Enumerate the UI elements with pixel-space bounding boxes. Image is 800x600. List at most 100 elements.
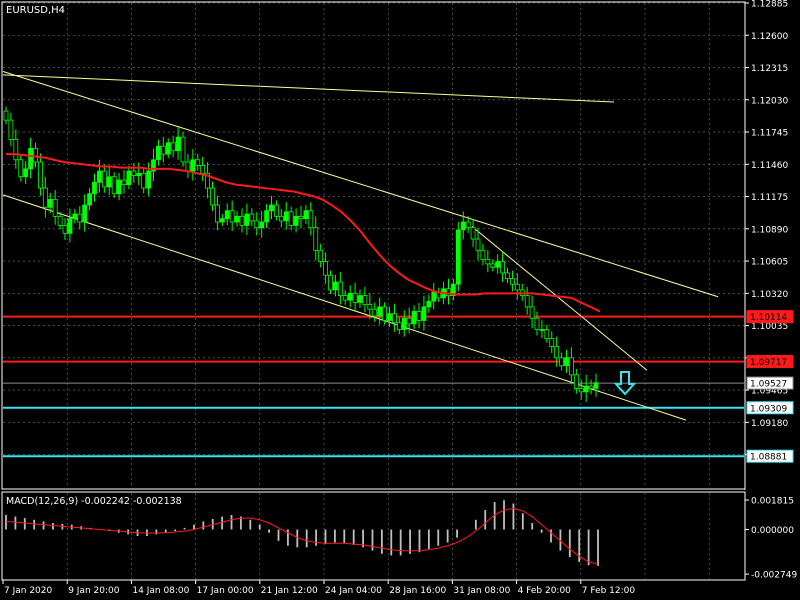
moving-average-line [6,153,601,313]
candle-body [578,387,584,393]
level-4-tag-label: 1.08881 [750,453,787,463]
candle-body [18,159,24,178]
candle-body [67,218,73,234]
candle-body [303,210,309,220]
candle-body [583,385,589,393]
bid-tag-label: 1.09527 [750,380,787,390]
candle-body [475,238,481,251]
candle-body [82,204,88,223]
candle-body [529,306,535,319]
price-tick-label: 1.11175 [751,193,788,203]
candle-body [283,211,289,222]
candle-body [569,357,574,376]
macd-tick-label: -0.002749 [751,571,797,581]
candle-body [431,291,437,302]
candle-body [165,142,171,155]
main-chart-area[interactable]: EURUSD,H4 [1,1,746,490]
trendline-short-term [471,226,648,371]
macd-panel[interactable]: MACD(12,26,9) -0.002242 -0.002138 0.0018… [1,491,797,581]
candle-body [146,170,151,189]
candle-body [215,204,220,223]
candle-body [274,204,279,217]
symbol-label: EURUSD,H4 [6,5,65,16]
candle-body [239,215,245,226]
price-tick-label: 1.12030 [751,96,788,106]
candle-body [480,249,486,260]
level-2-tag-label: 1.09717 [750,358,787,368]
price-tick-label: 1.11460 [751,161,788,171]
candle-body [392,313,397,324]
candle-body [318,249,324,263]
candle-body [52,198,58,217]
sell-arrow-icon[interactable] [613,371,637,396]
candle-body [451,283,456,296]
candle-body [505,272,510,280]
candle-body [293,215,299,226]
price-tick-label: 1.09465 [751,387,788,397]
candle-body [352,292,358,303]
time-tick-label: 4 Feb 20:00 [518,586,572,596]
candle-body [421,306,427,321]
candle-body [495,261,501,268]
horizontal-levels[interactable] [3,315,744,458]
candle-body [377,306,383,317]
time-tick-label: 7 Feb 12:00 [582,586,636,596]
price-tick-label: 1.10320 [751,290,788,300]
level-2-tag [746,355,794,369]
candle-body [367,304,373,310]
candle-body [333,281,338,291]
candle-body [416,311,422,321]
candle-body [111,176,117,195]
time-axis[interactable]: 7 Jan 2020 9 Jan 20:00 14 Jan 08:00 17 Jan … [2,580,636,596]
time-tick-label: 24 Jan 04:00 [325,586,382,596]
candle-body [372,308,378,317]
candle-body [549,338,555,347]
candle-body [97,170,102,183]
price-tick-label: 1.12315 [751,64,788,74]
level-1-tag-label: 1.10114 [750,313,787,323]
level-4-tag [746,449,794,463]
candle-body [229,210,235,223]
candle-body [362,295,368,306]
macd-tick-labels: 0.001815 0.000000 -0.002749 [745,497,797,581]
candle-body [77,213,83,223]
candles [3,106,599,402]
candle-body [485,258,491,265]
time-tick-label: 31 Jan 08:00 [453,586,510,596]
time-tick-label: 21 Jan 12:00 [261,586,318,596]
candle-body [328,274,333,291]
candle-body [342,295,348,301]
arrow-shape [613,371,637,396]
candle-body [205,172,210,189]
candle-body [8,119,14,140]
level-3-tag [746,401,794,415]
candle-body [554,346,560,359]
candle-body [347,292,353,301]
candle-body [87,193,92,206]
candle-body [510,278,515,285]
candle-body [278,215,284,222]
candle-body [559,357,564,367]
candle-body [382,306,387,321]
candle-body [195,159,201,166]
candle-body [401,317,407,330]
candle-body [42,187,48,208]
time-tick-label: 14 Jan 08:00 [132,586,189,596]
candle-body [3,110,9,121]
price-axis[interactable]: 1.12885 1.12600 1.12315 1.12030 1.11745 1.114… [744,0,794,490]
candle-body [500,261,505,274]
candle-body [141,172,147,189]
price-grid [3,2,744,488]
candle-body [224,210,230,220]
trendlines[interactable] [2,71,719,421]
candle-body [593,382,599,389]
candle-body [219,218,225,223]
candle-body [57,215,63,226]
candle-body [323,261,328,276]
candle-body [121,179,127,186]
candle-body [72,213,78,220]
time-tick-label: 17 Jan 00:00 [197,586,254,596]
candle-body [269,204,274,212]
candle-body [180,136,186,163]
